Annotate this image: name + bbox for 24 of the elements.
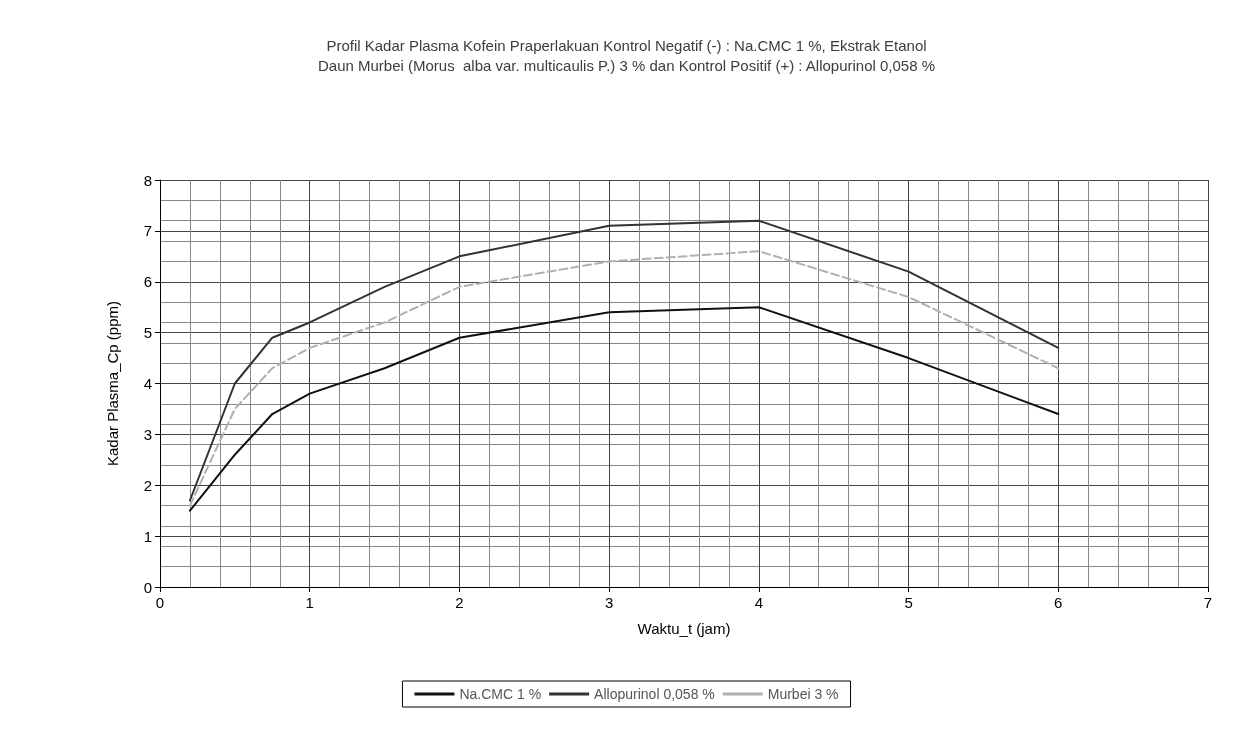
x-tick-label: 5 [904, 594, 913, 611]
x-tick-label: 7 [1203, 594, 1213, 611]
y-tick-label: 5 [143, 324, 152, 342]
y-tick-label: 4 [143, 375, 152, 392]
y-tick-label: 7 [143, 222, 152, 240]
x-tick-label: 4 [754, 594, 764, 611]
line-series [188, 306, 1060, 512]
x-tick-label: 2 [455, 594, 464, 611]
y-tick-label: 0 [143, 578, 152, 596]
x-tick-label: 0 [155, 594, 165, 611]
x-tick-label: 6 [1054, 594, 1063, 611]
y-axis-title: Kadar Plasma_Cp (ppm) [104, 300, 121, 467]
legend-label: Na.CMC 1 % [459, 686, 542, 702]
chart-title: Profil Kadar Plasma Kofein Praperlakuan Kontrol Negatif (-) : Na.CMC 1 %, Ekstrak Etanol Daun Murbei (Morus alba var. multicaulis P.) 3 % dan Kontrol Positif (+) : Allopurinol 0,058 % [317, 36, 936, 74]
y-tick-label: 1 [143, 527, 152, 545]
y-tick-label: 3 [143, 425, 152, 443]
y-tick-label: 6 [143, 273, 152, 291]
x-axis-title: Waktu_t (jam) [637, 620, 731, 637]
x-tick-label: 1 [305, 594, 314, 611]
legend-label: Murbei 3 % [767, 686, 839, 702]
legend-label: Allopurinol 0,058 % [594, 686, 715, 702]
y-tick-label: 2 [143, 476, 152, 494]
x-tick-label: 3 [604, 594, 614, 611]
y-tick-label: 8 [143, 171, 152, 189]
